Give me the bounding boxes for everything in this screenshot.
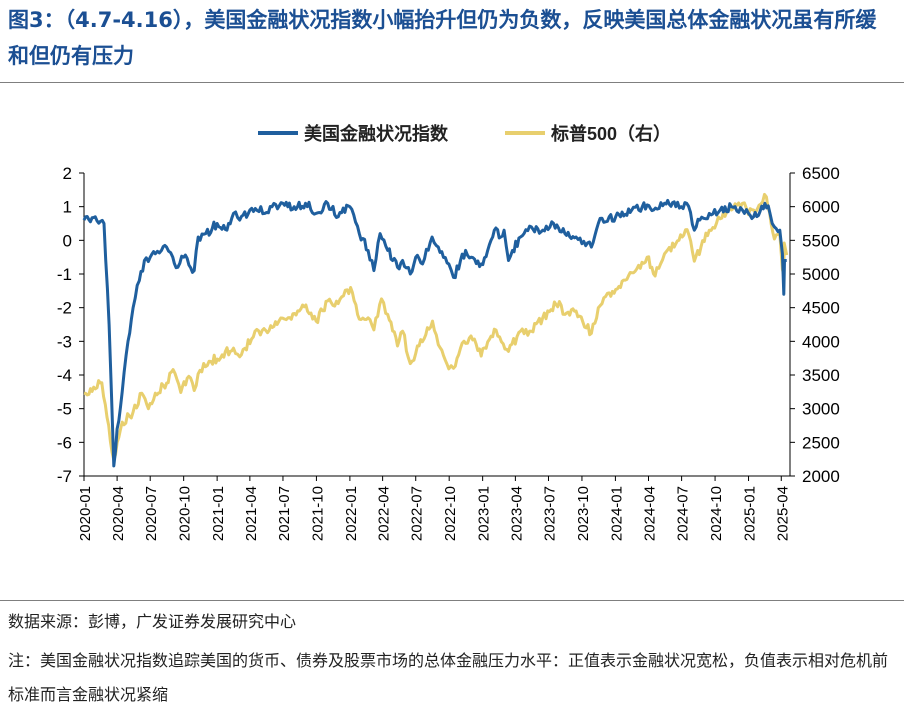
figure-title: 图3：（4.7-4.16），美国金融状况指数小幅抬升但仍为负数，反映美国总体金融… [8, 8, 877, 68]
source-divider [0, 600, 904, 601]
x-tick-label: 2020-10 [177, 486, 194, 541]
left-tick-label: -1 [57, 265, 72, 284]
x-tick-label: 2021-01 [210, 486, 227, 541]
right-tick-label: 3000 [802, 400, 840, 419]
left-tick-label: 2 [63, 164, 72, 183]
left-tick-label: 1 [63, 198, 72, 217]
right-tick-label: 2500 [802, 433, 840, 452]
x-tick-label: 2024-04 [642, 486, 659, 541]
note-text: 注：美国金融状况指数追踪美国的货币、债券及股票市场的总体金融压力水平：正值表示金… [8, 651, 889, 704]
right-tick-label: 5000 [802, 265, 840, 284]
right-tick-label: 6500 [802, 164, 840, 183]
x-tick-label: 2021-04 [243, 486, 260, 541]
chart: 2 1 0 -1 -2 -3 -4 -5 -6 -7 6500 6000 5500 5000 4500 400… [57, 123, 840, 541]
legend-label-spx: 标普500（右） [550, 123, 671, 144]
x-tick-label: 2021-10 [309, 486, 326, 541]
x-tick-label: 2022-01 [343, 486, 360, 541]
x-tick-label: 2020-01 [77, 486, 94, 541]
x-tick-label: 2025-04 [774, 486, 791, 541]
x-tick-label: 2023-10 [575, 486, 592, 541]
left-tick-label: -7 [57, 467, 72, 486]
right-tick-label: 4000 [802, 332, 840, 351]
right-tick-label: 6000 [802, 198, 840, 217]
title-divider [0, 82, 904, 83]
right-tick-label: 4500 [802, 299, 840, 318]
x-tick-label: 2020-07 [143, 486, 160, 541]
x-tick-label: 2023-07 [541, 486, 558, 541]
right-tick-label: 2000 [802, 467, 840, 486]
left-tick-label: -4 [57, 366, 72, 385]
x-tick-label: 2020-04 [110, 486, 127, 541]
x-tick-label: 2021-07 [276, 486, 293, 541]
x-tick-label: 2024-07 [675, 486, 692, 541]
left-tick-label: -3 [57, 332, 72, 351]
x-tick-label: 2023-04 [508, 486, 525, 541]
left-tick-label: -5 [57, 400, 72, 419]
x-tick-label: 2025-01 [742, 486, 759, 541]
x-tick-label: 2022-07 [409, 486, 426, 541]
x-tick-label: 2022-04 [376, 486, 393, 541]
right-tick-label: 3500 [802, 366, 840, 385]
x-tick-label: 2024-10 [708, 486, 725, 541]
right-tick-label: 5500 [802, 231, 840, 250]
x-tick-label: 2022-10 [442, 486, 459, 541]
left-tick-label: 0 [63, 231, 72, 250]
series-line-fci [82, 198, 787, 468]
series-line-spx [83, 192, 789, 462]
legend-label-fci: 美国金融状况指数 [304, 123, 449, 144]
source-text: 数据来源：彭博，广发证券发展研究中心 [8, 612, 297, 631]
x-tick-label: 2023-01 [476, 486, 493, 541]
x-tick-label: 2024-01 [608, 486, 625, 541]
left-tick-label: -2 [57, 299, 72, 318]
left-tick-label: -6 [57, 433, 72, 452]
